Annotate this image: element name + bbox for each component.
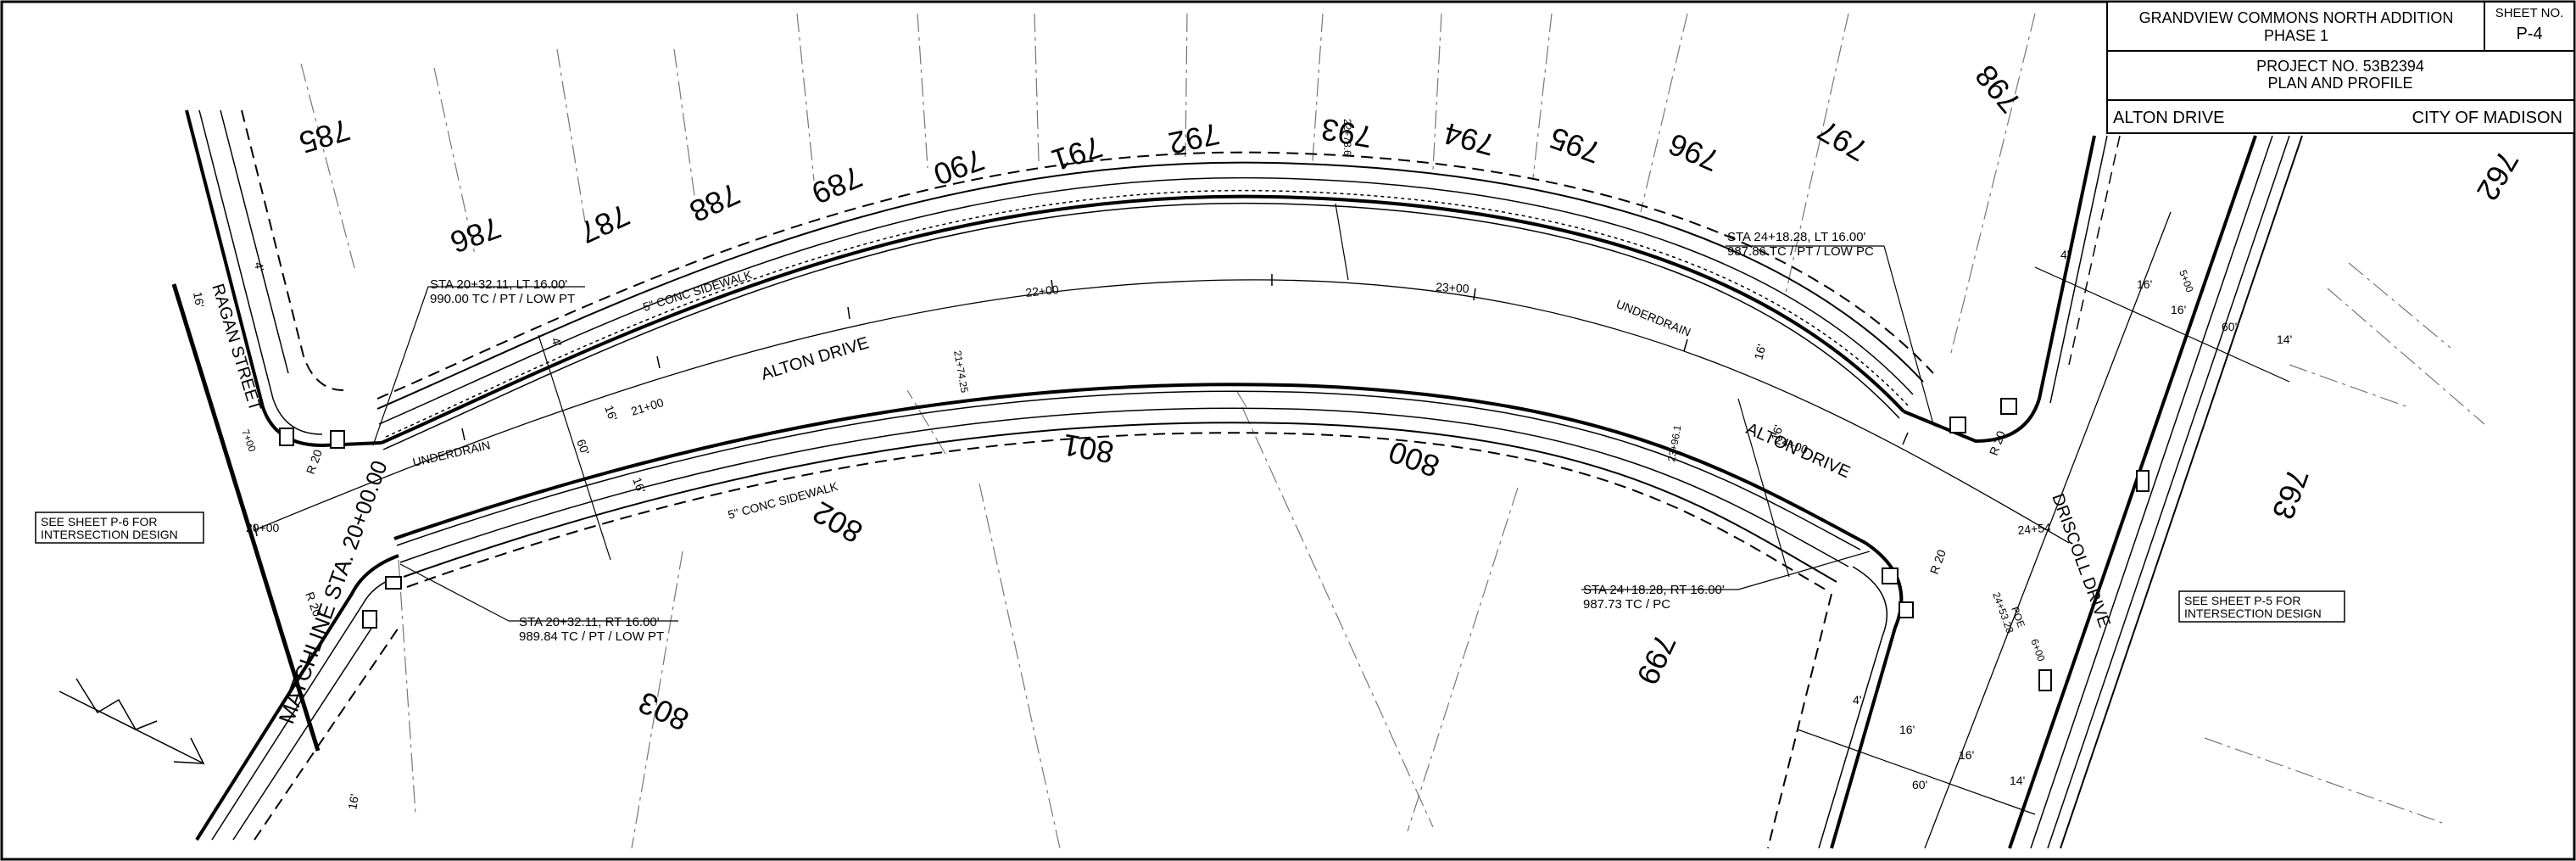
lot-763: 763 (2266, 464, 2316, 523)
dim-4-west: 4' (549, 336, 565, 349)
dim-row-south: 60' (1912, 778, 1927, 791)
lot-785: 785 (295, 112, 354, 160)
radius-se: R 20 (1927, 548, 1949, 576)
lot-788: 788 (684, 176, 745, 230)
sta-driscoll-600: 6+00 (2028, 637, 2048, 663)
dim-16-east-s: 16' (1768, 423, 1785, 442)
lot-800: 800 (1384, 434, 1443, 484)
lot-797: 797 (1811, 113, 1873, 169)
lot-803: 803 (633, 685, 694, 738)
station-ticks (254, 274, 1909, 537)
lot-795: 795 (1545, 120, 1604, 171)
lot-789: 789 (807, 159, 867, 211)
dim-16-ragan-s: 16' (345, 793, 361, 811)
callout-se-line1: STA 24+18.28, RT 16.00' (1583, 583, 1725, 597)
title-sheet-type: PLAN AND PROFILE (2267, 75, 2412, 92)
west-note-line2: INTERSECTION DESIGN (41, 528, 178, 541)
dim-16-south: 16' (1899, 723, 1915, 736)
lot-787: 787 (574, 198, 635, 251)
lot-790: 790 (929, 142, 989, 192)
lot-801: 801 (1060, 428, 1116, 471)
sta-22-00: 22+00 (1025, 282, 1060, 299)
sta-21-00: 21+00 (629, 395, 665, 418)
sta-23-00: 23+00 (1436, 280, 1469, 295)
dim-4-ragan: 4' (252, 261, 267, 272)
radius-nw: R 20 (304, 448, 325, 476)
underdrain-lines (385, 189, 1909, 438)
title-project-no: PROJECT NO. 53B2394 (2256, 58, 2424, 75)
label-driscoll-drive: DRISCOLL DRIVE (2048, 491, 2113, 629)
sta-24-54: 24+54 (2017, 521, 2052, 537)
lot-lines (300, 13, 2485, 849)
title-sheet-no-label: SHEET NO. (2495, 6, 2564, 20)
dim-16-ragan: 16' (191, 291, 207, 309)
lot-799: 799 (1630, 629, 1683, 690)
dim-16-west-s: 16' (630, 476, 648, 495)
callout-sw-line2: 989.84 TC / PT / LOW PT (519, 629, 664, 644)
dim-row-driscoll: 60' (2222, 320, 2237, 333)
callout-sw-line1: STA 20+32.11, RT 16.00' (519, 615, 660, 629)
callout-nw-line2: 990.00 TC / PT / LOW PT (430, 292, 575, 306)
driscoll-drive (1767, 135, 2303, 849)
dim-16-driscoll-2: 16' (2171, 303, 2186, 316)
lot-802: 802 (806, 495, 868, 551)
curb-inlets (279, 398, 2149, 691)
dim-16-west-n: 16' (602, 404, 620, 423)
lot-796: 796 (1664, 126, 1724, 178)
lot-798: 798 (1968, 59, 2027, 120)
east-note-line1: SEE SHEET P-5 FOR (2184, 594, 2300, 607)
label-alton-drive: ALTON DRIVE (759, 333, 871, 383)
title-street: ALTON DRIVE (2113, 109, 2225, 127)
callout-ne-line1: STA 24+18.28, LT 16.00' (1727, 230, 1866, 244)
title-project-line1: GRANDVIEW COMMONS NORTH ADDITION (2139, 9, 2454, 26)
dim-16-driscoll: 16' (2137, 277, 2152, 291)
title-block (2106, 1, 2575, 134)
alton-drive-curbs (254, 151, 2070, 593)
dim-14-driscoll: 14' (2277, 333, 2292, 346)
label-underdrain-west: UNDERDRAIN (411, 438, 492, 469)
title-project-line2: PHASE 1 (2264, 27, 2328, 44)
dim-4-driscoll: 4' (2060, 248, 2069, 261)
dim-row-west: 60' (574, 438, 592, 457)
sta-ragan-700: 7+00 (239, 428, 259, 453)
west-note-box (35, 512, 204, 544)
lot-794: 794 (1440, 116, 1498, 163)
dimension-lines (372, 203, 2290, 815)
title-sheet-no: P-4 (2516, 25, 2542, 43)
east-note-line2: INTERSECTION DESIGN (2184, 607, 2322, 620)
radius-ne: R 20 (1987, 429, 2008, 457)
west-note-line1: SEE SHEET P-6 FOR (41, 515, 157, 528)
lot-793: 793 (1319, 112, 1374, 155)
dim-4-south: 4' (1853, 693, 1861, 707)
sta-20-00: 20+00 (246, 521, 280, 534)
callout-se-line2: 987.73 TC / PC (1583, 597, 1670, 612)
sta-pc-2174: 21+74.25 (951, 349, 971, 394)
lot-792: 792 (1166, 116, 1223, 161)
dim-16-south-2: 16' (1959, 748, 1974, 762)
sta-pt-2278: 22+78.6 (1341, 119, 1353, 156)
callout-nw-line1: STA 20+32.11, LT 16.00' (430, 277, 567, 292)
lot-786: 786 (446, 210, 505, 260)
sta-pc-2396: 23+96.1 (1665, 424, 1683, 463)
north-arrow-icon (59, 678, 205, 765)
title-city: CITY OF MADISON (2412, 109, 2562, 127)
sta-driscoll-500: 5+00 (2177, 268, 2196, 294)
east-note-box (2178, 590, 2345, 623)
callout-ne-line2: 987.86 TC / PT / LOW PC (1727, 244, 1874, 259)
lot-762: 762 (2470, 145, 2526, 207)
dim-14-south: 14' (2010, 774, 2025, 787)
dim-16-east: 16' (1751, 343, 1768, 361)
